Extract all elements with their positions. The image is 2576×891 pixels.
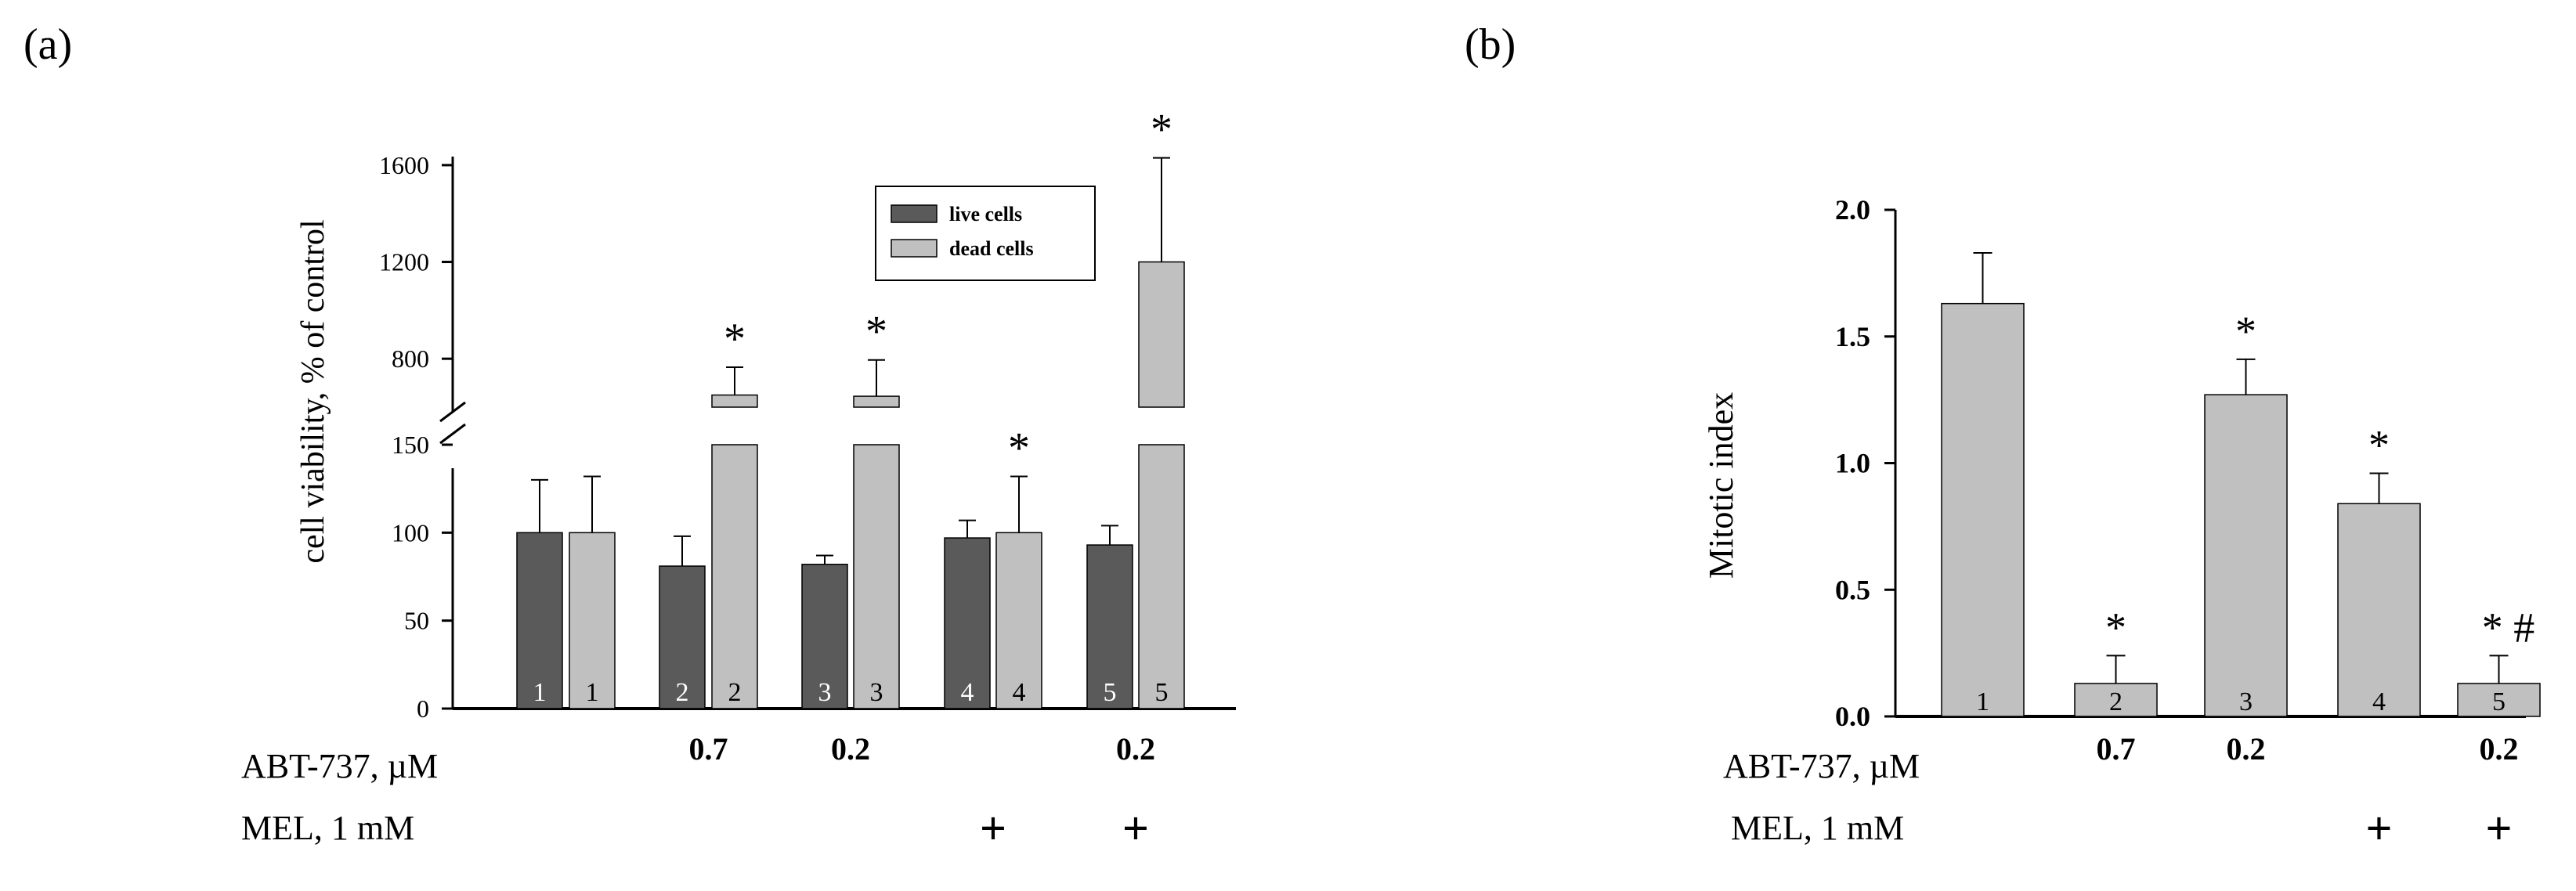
y-axis-label: cell viability, % of control	[295, 219, 331, 563]
abt-row-label: ABT-737, µM	[1723, 747, 1920, 785]
significance-mark: * #	[2482, 604, 2535, 651]
mel-row-label: MEL, 1 mM	[1731, 809, 1904, 847]
mitotic-index-bar	[2457, 683, 2541, 717]
y-tick-label: 1600	[379, 151, 429, 179]
y-axis-label: Mitotic index	[1702, 392, 1740, 579]
significance-mark: *	[1008, 424, 1030, 472]
dead-cells-bar	[1138, 444, 1185, 709]
panel-b-chart: 0.0 0.5 1.0 1.5 2.0 Mitotic index 1 2 3 4 5 * * * * # A…	[1702, 194, 2541, 854]
dead-cells-bar	[569, 532, 616, 709]
live-cells-bar	[1086, 544, 1133, 709]
live-cells-bar	[944, 537, 991, 709]
bar-number-label: 4	[961, 678, 974, 707]
y-tick-label: 2.0	[1835, 194, 1870, 225]
mel-value: +	[2485, 803, 2512, 854]
abt-value: 0.2	[1116, 731, 1155, 767]
bar-number-label: 1	[1976, 687, 1989, 716]
abt-value: 0.7	[2097, 731, 2136, 767]
axis-break-mark	[439, 401, 466, 423]
y-tick-label: 1200	[379, 248, 429, 276]
significance-mark: *	[1151, 106, 1172, 154]
y-tick-label: 0	[417, 694, 429, 723]
bar-number-label: 3	[818, 678, 832, 707]
y-tick-label: 800	[392, 344, 429, 373]
dead-cells-bar	[853, 444, 900, 709]
bar-number-label: 5	[2492, 687, 2506, 716]
bar-number-label: 2	[728, 678, 742, 707]
legend-swatch-dead	[891, 239, 938, 258]
dead-cells-bar-upper	[853, 395, 900, 408]
y-tick-label: 50	[404, 607, 429, 635]
legend-label-live: live cells	[949, 203, 1022, 225]
bar-number-label: 4	[2372, 687, 2386, 716]
legend: live cells dead cells	[875, 186, 1096, 281]
bar-number-label: 5	[1155, 678, 1169, 707]
abt-row-label: ABT-737, µM	[241, 747, 438, 785]
bar-number-label: 3	[2239, 687, 2253, 716]
axis-break-mark	[439, 423, 466, 445]
y-tick-label: 0.0	[1835, 701, 1870, 732]
dead-cells-bar	[995, 532, 1042, 709]
abt-value: 0.2	[2480, 731, 2519, 767]
dead-cells-bar-upper	[711, 394, 758, 408]
y-tick-label: 1.5	[1835, 321, 1870, 352]
legend-label-dead: dead cells	[949, 237, 1034, 260]
mitotic-index-bar	[1941, 302, 2025, 717]
bar-number-label: 2	[2109, 687, 2123, 716]
y-tick-label: 1.0	[1835, 448, 1870, 479]
dead-cells-bar	[711, 444, 758, 709]
bar-number-label: 1	[533, 678, 547, 707]
bar-number-label: 1	[586, 678, 599, 707]
significance-mark: *	[2368, 421, 2390, 468]
panel-a-chart: 0 50 100 150 800 1200 1600 cell viability, % of…	[241, 106, 1236, 854]
live-cells-bar	[659, 565, 706, 709]
significance-mark: *	[865, 308, 887, 356]
abt-value: 0.7	[689, 731, 728, 767]
mel-value: +	[1122, 803, 1149, 854]
dead-cells-bar-upper	[1138, 261, 1185, 408]
abt-value: 0.2	[831, 731, 870, 767]
abt-value: 0.2	[2227, 731, 2266, 767]
mel-value: +	[980, 803, 1006, 854]
significance-mark: *	[2105, 604, 2126, 651]
bar-number-label: 2	[676, 678, 689, 707]
mel-value: +	[2365, 803, 2392, 854]
significance-mark: *	[2235, 308, 2256, 355]
bar-number-label: 4	[1013, 678, 1026, 707]
y-tick-label: 150	[392, 431, 429, 459]
significance-mark: *	[724, 315, 746, 363]
bar-number-label: 5	[1104, 678, 1117, 707]
y-tick-label: 100	[392, 518, 429, 547]
live-cells-bar	[516, 532, 563, 709]
mitotic-index-bar	[2337, 503, 2421, 717]
bar-number-label: 3	[870, 678, 883, 707]
y-tick-label: 0.5	[1835, 574, 1870, 605]
legend-box	[875, 186, 1096, 281]
mitotic-index-bar	[2204, 394, 2288, 717]
mitotic-index-bar	[2074, 683, 2158, 717]
legend-swatch-live	[891, 204, 938, 223]
live-cells-bar	[801, 564, 848, 709]
panel-a-label: (a)	[23, 20, 72, 69]
panel-b-label: (b)	[1465, 20, 1516, 69]
mel-row-label: MEL, 1 mM	[241, 809, 414, 847]
